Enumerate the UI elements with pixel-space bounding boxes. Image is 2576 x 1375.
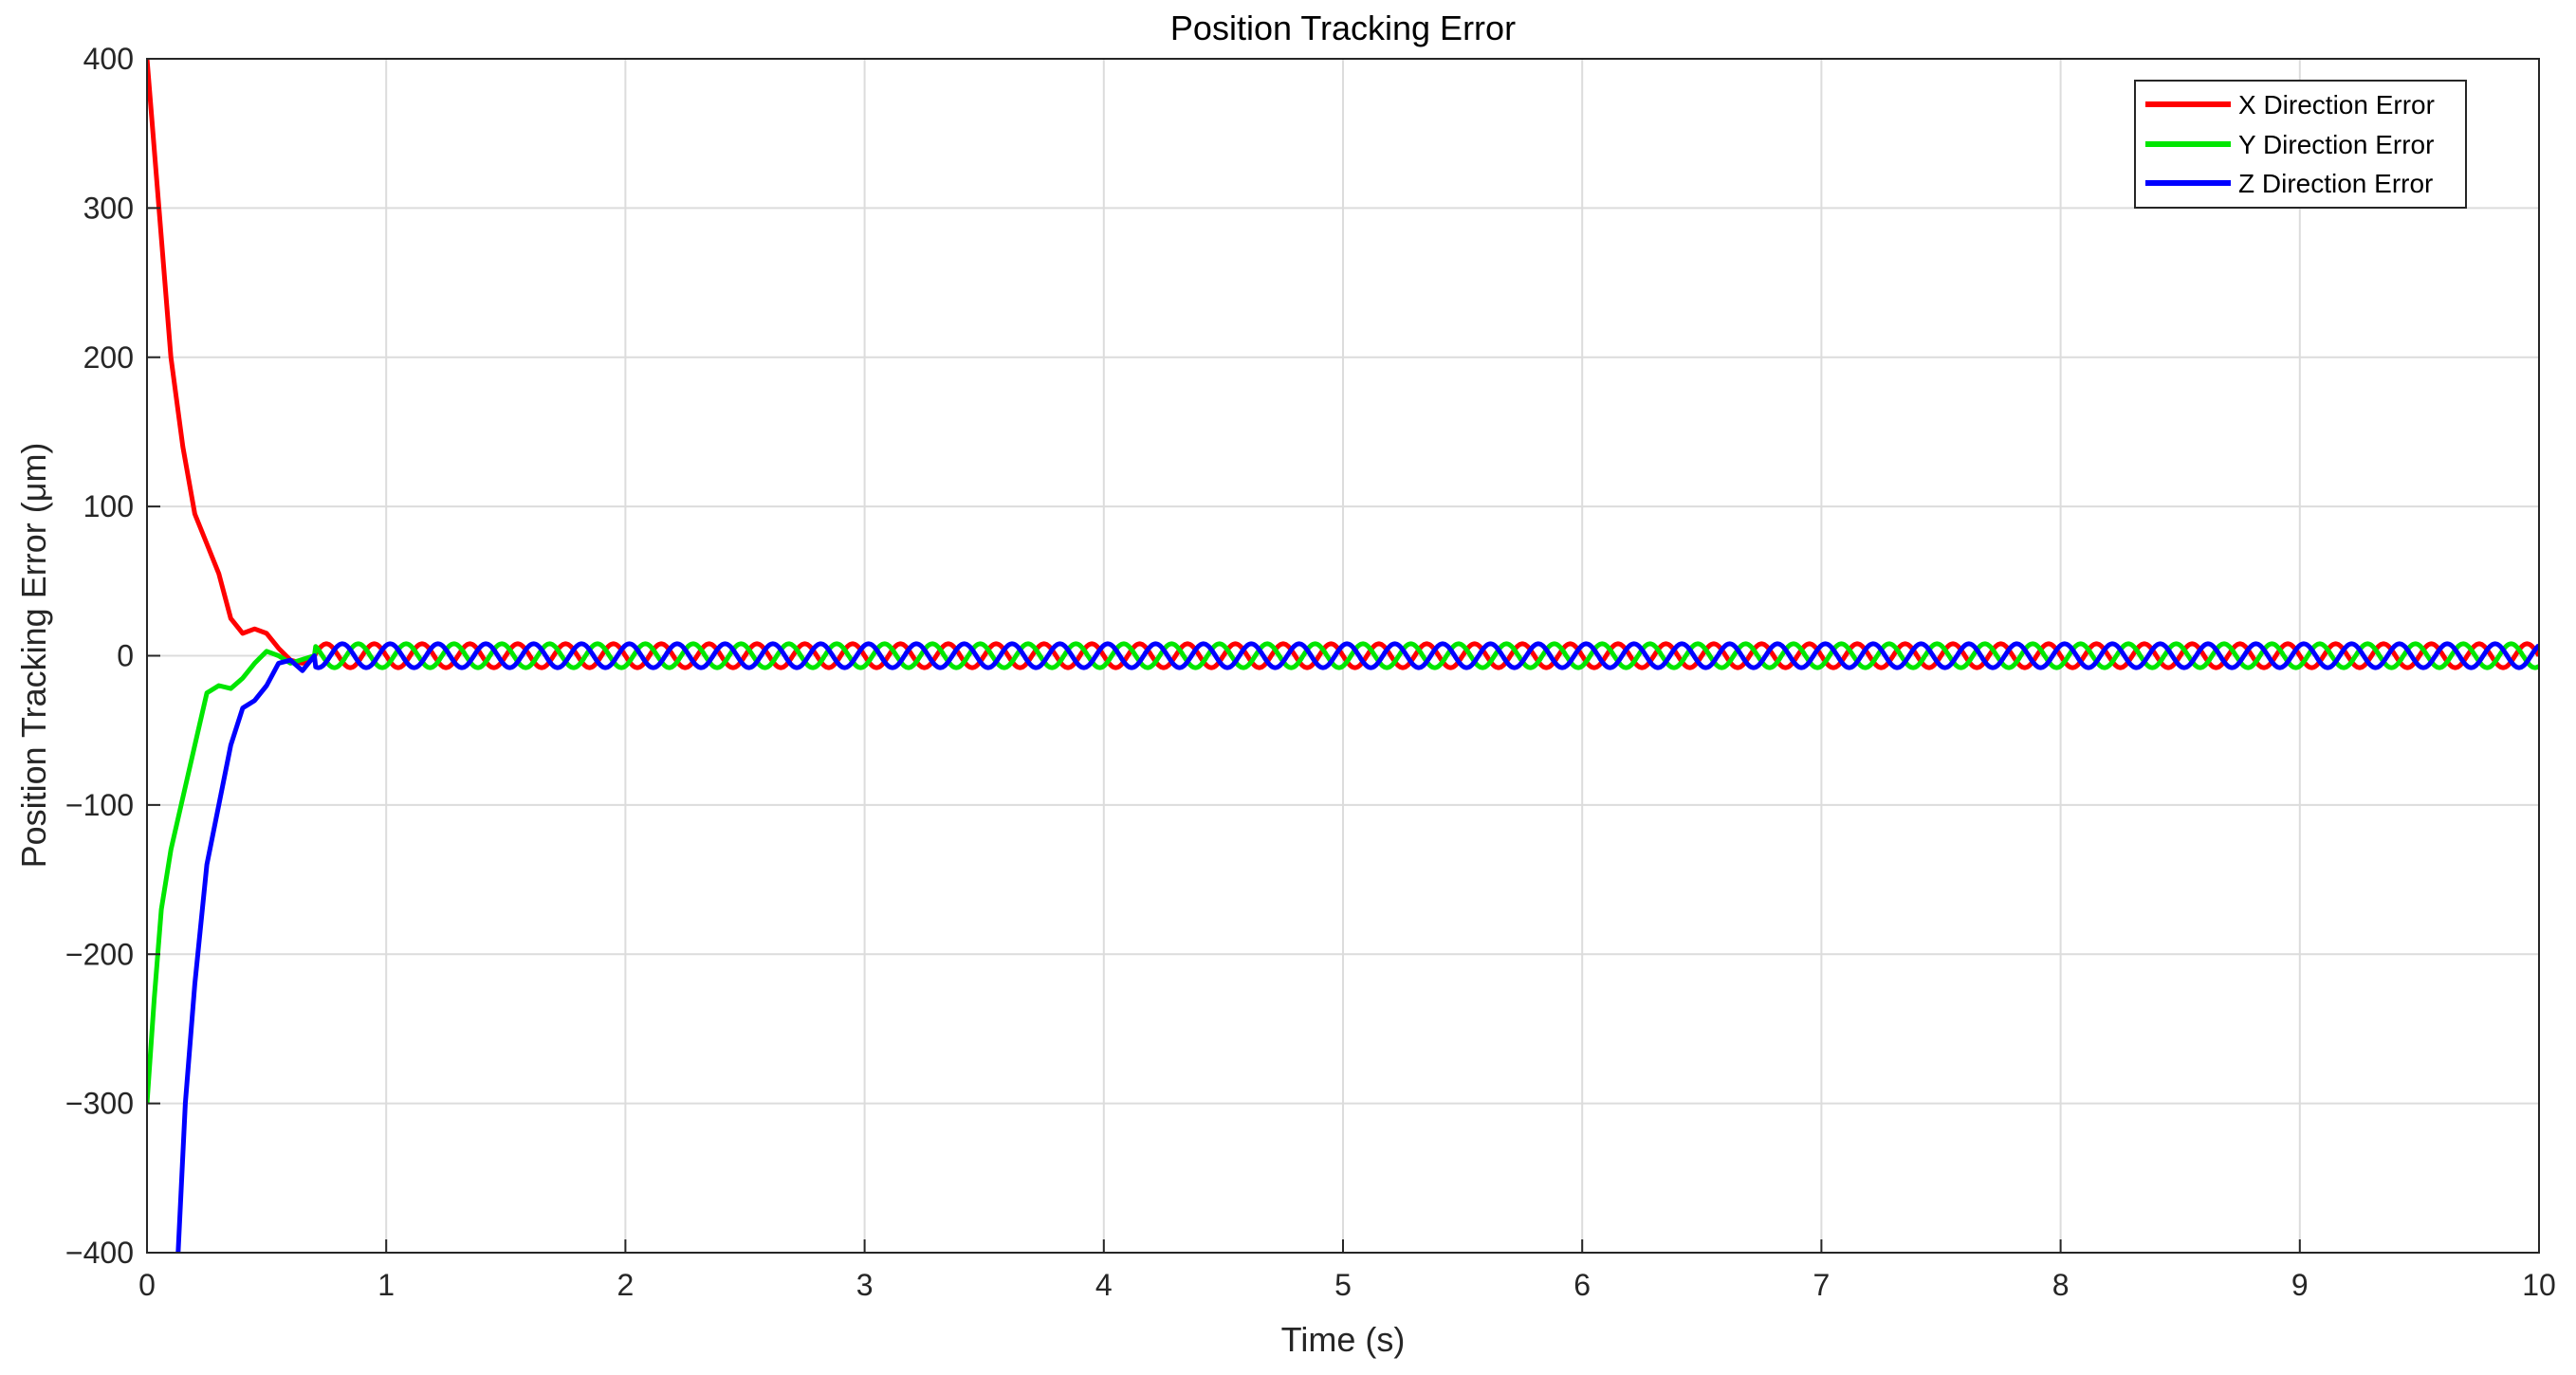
legend-label-z: Z Direction Error bbox=[2238, 169, 2433, 198]
legend-label-y: Y Direction Error bbox=[2238, 130, 2434, 159]
axis-ticks: 0 1 2 3 4 5 6 7 8 9 10 400 300 200 100 0 −100 −200 −300 −40… bbox=[65, 42, 2556, 1302]
legend: X Direction Error Y Direction Error Z Di… bbox=[2134, 80, 2467, 209]
y-tick-label: −200 bbox=[65, 937, 134, 971]
chart-title: Position Tracking Error bbox=[1170, 9, 1516, 47]
series-group bbox=[147, 59, 2539, 1253]
x-tick-label: 0 bbox=[138, 1268, 156, 1302]
legend-label-x: X Direction Error bbox=[2238, 90, 2435, 119]
x-tick-label: 5 bbox=[1334, 1268, 1352, 1302]
x-tick-label: 1 bbox=[377, 1268, 395, 1302]
x-tick-label: 2 bbox=[617, 1268, 635, 1302]
x-tick-label: 10 bbox=[2522, 1268, 2556, 1302]
x-tick-label: 6 bbox=[1573, 1268, 1591, 1302]
series-line-y bbox=[147, 641, 2539, 1104]
x-tick-label: 8 bbox=[2052, 1268, 2070, 1302]
y-tick-label: 0 bbox=[117, 639, 134, 673]
x-tick-label: 4 bbox=[1095, 1268, 1113, 1302]
x-tick-label: 9 bbox=[2291, 1268, 2309, 1302]
y-tick-label: 400 bbox=[83, 42, 134, 76]
y-tick-label: 200 bbox=[83, 340, 134, 375]
x-tick-label: 7 bbox=[1813, 1268, 1831, 1302]
y-tick-label: 300 bbox=[83, 191, 134, 225]
y-tick-label: −300 bbox=[65, 1087, 134, 1121]
y-tick-label: −100 bbox=[65, 788, 134, 822]
y-axis-label: Position Tracking Error (μm) bbox=[14, 443, 53, 869]
x-axis-label: Time (s) bbox=[1281, 1320, 1406, 1359]
series-line-z bbox=[175, 641, 2539, 1253]
y-tick-label: 100 bbox=[83, 489, 134, 523]
y-tick-label: −400 bbox=[65, 1236, 134, 1270]
x-tick-label: 3 bbox=[856, 1268, 874, 1302]
